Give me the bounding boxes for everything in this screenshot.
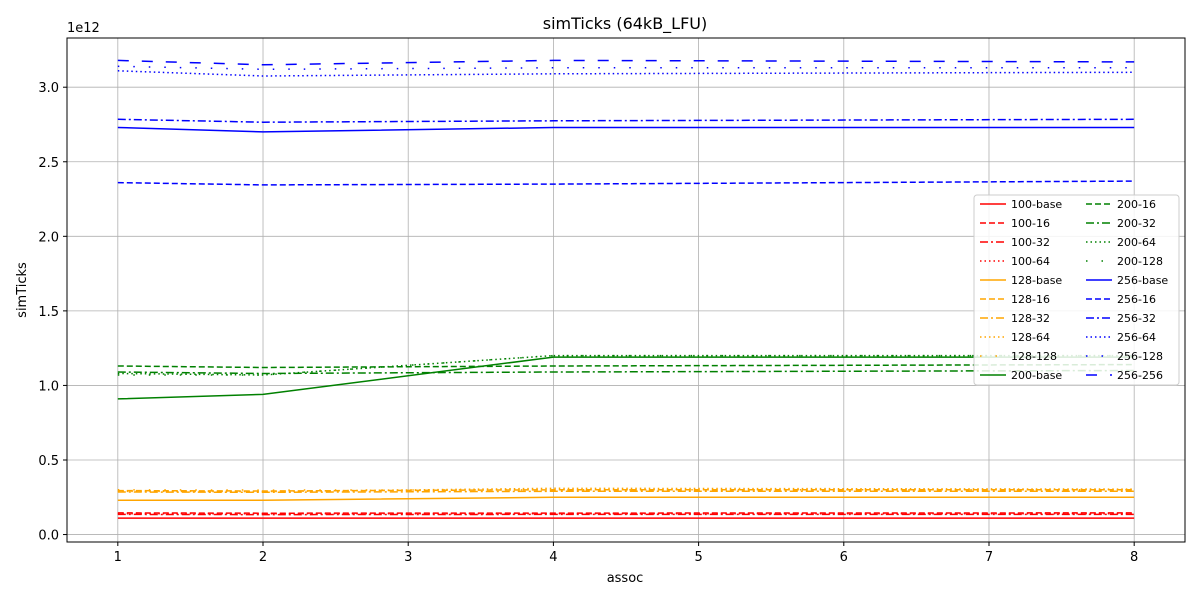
legend-label: 100-16 bbox=[1011, 217, 1050, 230]
series-line-256-128 bbox=[117, 65, 1135, 71]
x-tick-label: 3 bbox=[404, 550, 412, 565]
legend-label: 128-16 bbox=[1011, 293, 1050, 306]
x-tick-label: 1 bbox=[114, 550, 122, 565]
legend-label: 256-base bbox=[1117, 274, 1168, 287]
series-line-128-32 bbox=[117, 490, 1135, 494]
x-tick-label: 7 bbox=[985, 550, 993, 565]
x-tick-label: 2 bbox=[259, 550, 267, 565]
y-tick-label: 2.5 bbox=[38, 156, 59, 171]
legend-label: 200-32 bbox=[1117, 217, 1156, 230]
x-tick-label: 8 bbox=[1130, 550, 1138, 565]
series-line-256-base bbox=[117, 126, 1135, 133]
legend-label: 256-128 bbox=[1117, 350, 1163, 363]
series-line-200-64 bbox=[117, 354, 1135, 376]
legend-label: 200-64 bbox=[1117, 236, 1156, 249]
legend-label: 128-base bbox=[1011, 274, 1062, 287]
y-tick-label: 1.0 bbox=[38, 379, 59, 394]
y-axis-title: simTicks bbox=[15, 262, 30, 318]
y-tick-label: 2.0 bbox=[38, 230, 59, 245]
x-tick-label: 6 bbox=[840, 550, 848, 565]
legend-label: 256-16 bbox=[1117, 293, 1156, 306]
legend-label: 128-128 bbox=[1011, 350, 1057, 363]
series-line-256-256 bbox=[117, 59, 1135, 66]
x-tick-label: 5 bbox=[694, 550, 702, 565]
series-line-128-base bbox=[117, 496, 1135, 501]
legend-label: 200-base bbox=[1011, 369, 1062, 382]
legend-label: 200-16 bbox=[1117, 198, 1156, 211]
plot-frame bbox=[66, 37, 1186, 543]
y-tick-label: 1.5 bbox=[38, 305, 59, 320]
series-line-256-32 bbox=[117, 118, 1135, 123]
legend-label: 100-base bbox=[1011, 198, 1062, 211]
x-tick-label: 4 bbox=[549, 550, 557, 565]
legend-label: 256-256 bbox=[1117, 369, 1163, 382]
series-line-200-base bbox=[117, 356, 1135, 400]
legend-label: 128-32 bbox=[1011, 312, 1050, 325]
legend-label: 100-64 bbox=[1011, 255, 1050, 268]
series-line-256-64 bbox=[117, 70, 1135, 77]
y-multiplier-label: 1e12 bbox=[67, 21, 100, 36]
series-line-200-16 bbox=[117, 363, 1135, 369]
legend-label: 256-32 bbox=[1117, 312, 1156, 325]
legend-label: 100-32 bbox=[1011, 236, 1050, 249]
chart-title: simTicks (64kB_LFU) bbox=[543, 14, 708, 34]
legend-box bbox=[973, 194, 1180, 386]
legend-label: 256-64 bbox=[1117, 331, 1156, 344]
y-tick-label: 0.0 bbox=[38, 529, 59, 544]
x-axis-title: assoc bbox=[607, 571, 644, 586]
series-line-256-16 bbox=[117, 180, 1135, 186]
legend-label: 200-128 bbox=[1117, 255, 1163, 268]
legend-label: 128-64 bbox=[1011, 331, 1050, 344]
legend: 100-base 100-16 100-32 100-64 128-base 128-16… bbox=[973, 194, 1180, 386]
series-lines bbox=[117, 59, 1135, 519]
series-line-128-64 bbox=[117, 487, 1135, 493]
y-tick-label: 3.0 bbox=[38, 81, 59, 96]
y-tick-label: 0.5 bbox=[38, 454, 59, 469]
axis-ticks: 1 2 3 4 5 6 7 8 0.0 0.5 1.0 1.5 2.0 2.5 3.0 bbox=[38, 81, 1138, 565]
series-line-200-32 bbox=[117, 369, 1135, 375]
